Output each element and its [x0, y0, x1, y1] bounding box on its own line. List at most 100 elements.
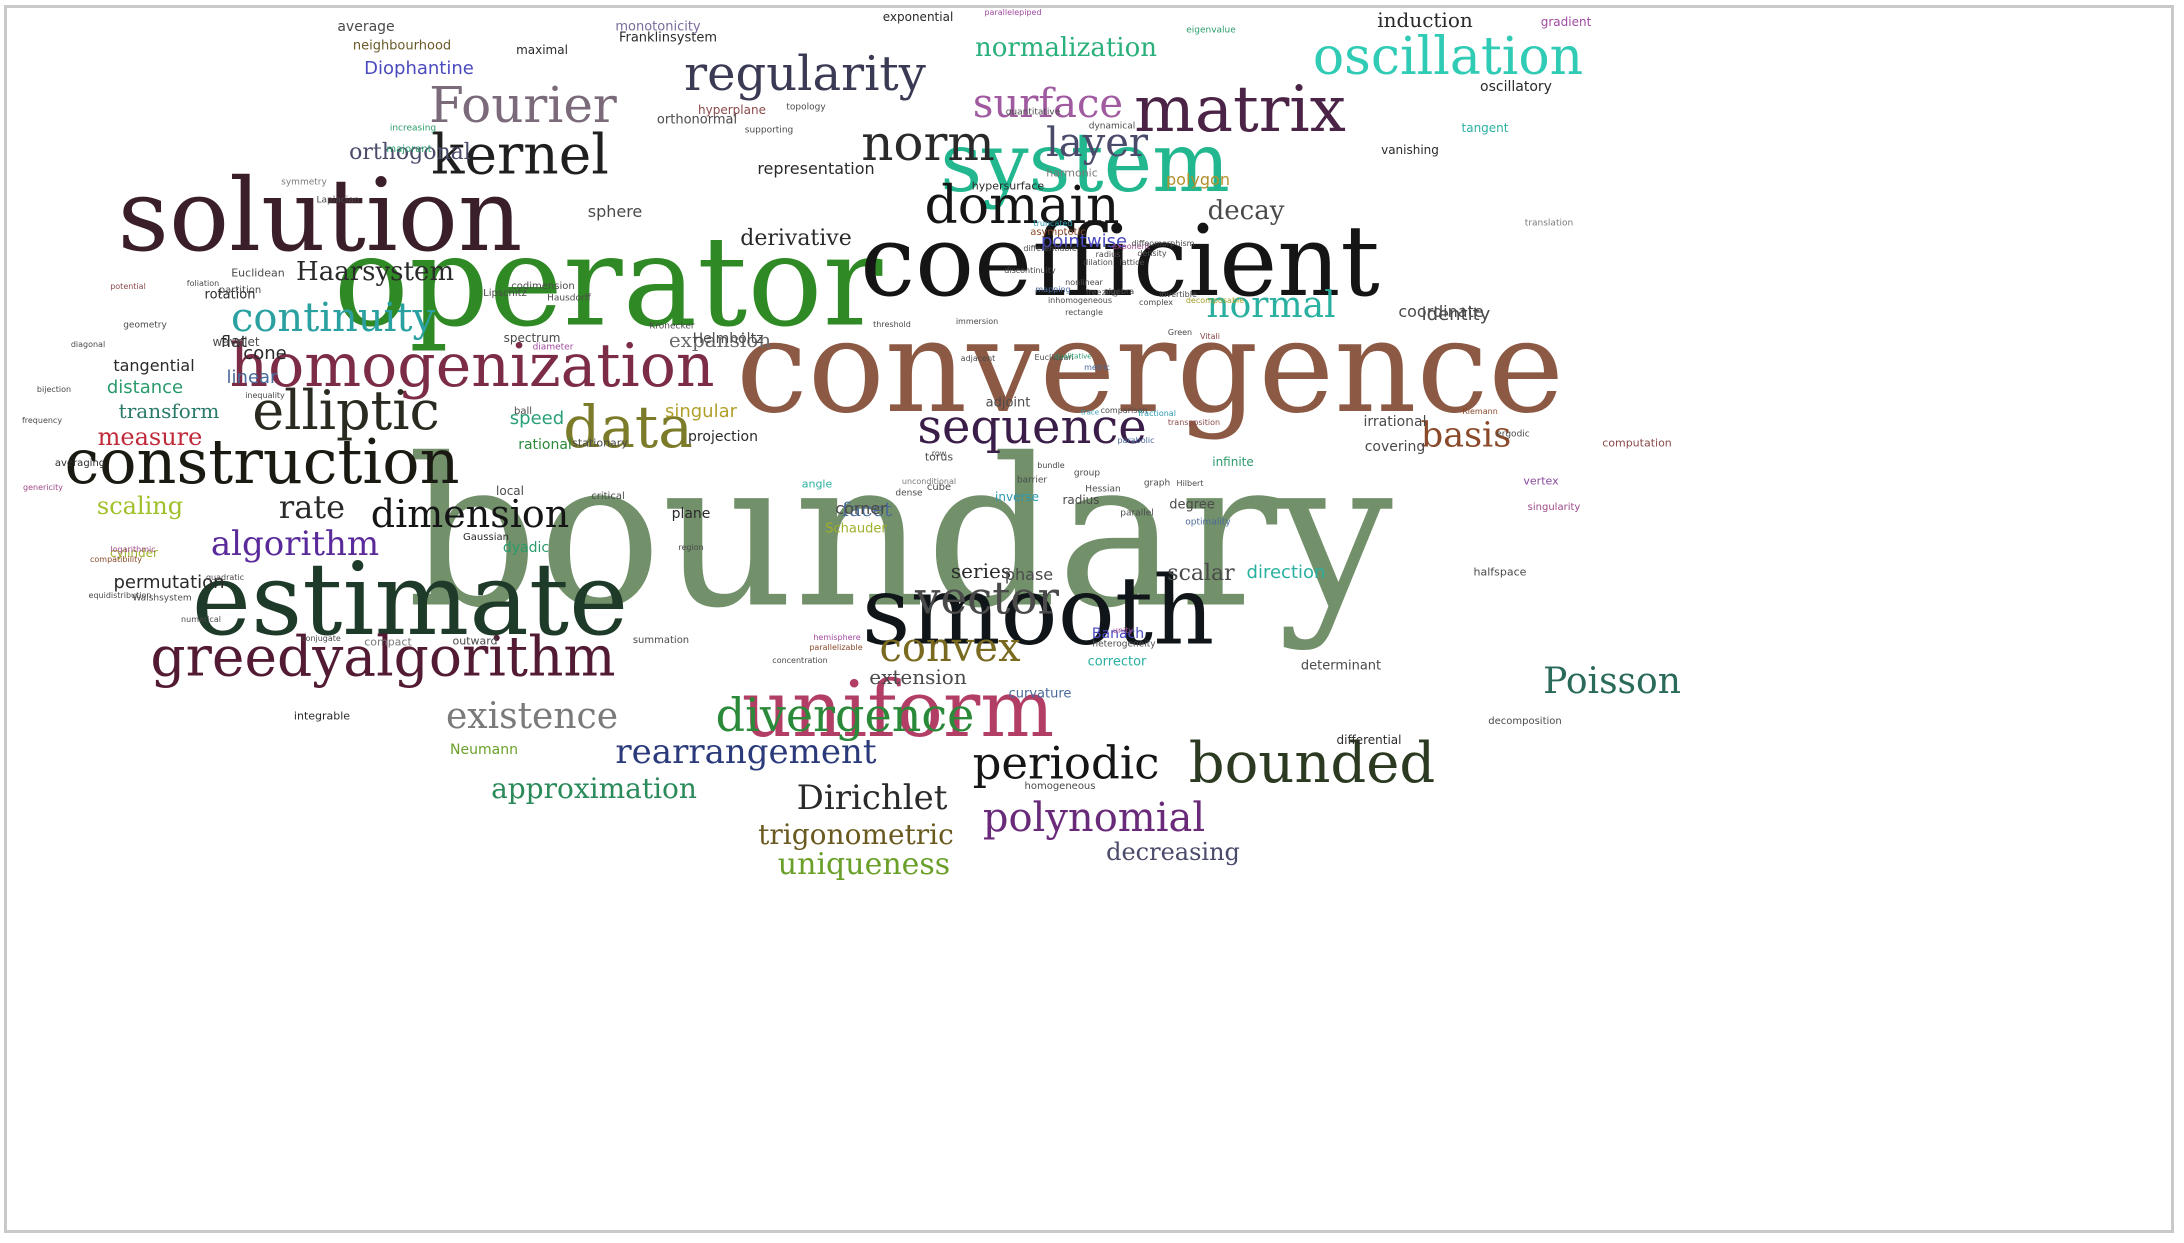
cloud-word-uniform: uniform [741, 665, 1055, 755]
cloud-word-rate: rate [278, 488, 346, 526]
cloud-word-existence: existence [445, 696, 619, 737]
cloud-word-phase: phase [1004, 565, 1054, 584]
cloud-word-metric: metric [1084, 363, 1110, 372]
cloud-word-decomposable: decomposable [1185, 296, 1245, 305]
cloud-word-dyadic: dyadic [502, 540, 550, 556]
cloud-word-equidistribution: equidistribution [88, 591, 152, 600]
cloud-word-fourier: Fourier [429, 76, 617, 134]
cloud-word-inverse: inverse [995, 490, 1039, 504]
cloud-word-logarithmic: logarithmic [110, 545, 156, 554]
cloud-word-rational: rational [518, 437, 572, 453]
cloud-word-density: density [1137, 249, 1167, 258]
cloud-word-fractional: fractional [1138, 409, 1176, 418]
cloud-word-greedyalgorithm: greedyalgorithm [150, 624, 616, 689]
cloud-word-distance: distance [106, 377, 184, 398]
cloud-word-transform: transform [118, 399, 220, 423]
cloud-word-gradient: gradient [1540, 15, 1592, 29]
cloud-word-critical: critical [591, 491, 625, 502]
cloud-word-expansion: expansion [668, 328, 772, 352]
cloud-word-tangential: tangential [113, 356, 195, 375]
cloud-word-concentration: concentration [772, 656, 828, 665]
cloud-word-orthogonal: orthogonal [349, 140, 471, 165]
cloud-word-dynamical: dynamical [1088, 121, 1136, 132]
cloud-word-eigenvalue: eigenvalue [1186, 25, 1236, 36]
cloud-word-dirichlet: Dirichlet [796, 778, 948, 818]
cloud-word-poisson: Poisson [1543, 661, 1681, 702]
cloud-word-algebra: algebra [1103, 287, 1135, 296]
cloud-word-ergodic: ergodic [1496, 429, 1530, 440]
cloud-word-bundle: bundle [1037, 461, 1065, 470]
cloud-word-identity: identity [1421, 304, 1491, 325]
cloud-word-vector: vector [915, 571, 1059, 625]
cloud-word-majorant: majorant [386, 144, 432, 155]
cloud-word-euclidean: Euclidean [231, 266, 285, 280]
cloud-word-torus: torus [924, 450, 954, 464]
cloud-word-diophantine: Diophantine [364, 58, 474, 79]
cloud-word-haarsystem: Haarsystem [296, 257, 454, 287]
cloud-word-quantitative: quantitative [1005, 107, 1061, 118]
cloud-word-transposition: transposition [1167, 418, 1221, 427]
cloud-word-mapping: mapping [1035, 285, 1071, 294]
cloud-word-trace: trace [1080, 408, 1100, 417]
cloud-word-induction: induction [1377, 8, 1473, 32]
cloud-word-degree: degree [1169, 497, 1215, 513]
cloud-word-algorithm: algorithm [210, 524, 380, 564]
cloud-word-decreasing: decreasing [1106, 838, 1240, 866]
cloud-word-hilbert: Hilbert [1176, 479, 1204, 488]
cloud-word-angle: angle [801, 477, 833, 491]
cloud-word-freezing: freezing [1085, 288, 1119, 297]
cloud-word-covering: covering [1364, 439, 1426, 455]
cloud-word-inequality: inequality [245, 391, 285, 400]
cloud-word-stationary: stationary [572, 436, 628, 450]
cloud-word-decomposition: decomposition [1488, 716, 1562, 727]
cloud-word-helmholtz: Helmholtz [692, 331, 764, 347]
cloud-word-supporting: supporting [744, 125, 794, 136]
cloud-word-bounded: bounded [1188, 731, 1436, 796]
cloud-word-irrational: irrational [1363, 414, 1427, 430]
cloud-word-cube: cube [926, 482, 952, 493]
cloud-word-dense: dense [895, 488, 923, 499]
cloud-word-hausdorff: Hausdorff [547, 293, 591, 304]
cloud-word-row: row [931, 449, 947, 458]
cloud-word-rearrangement: rearrangement [615, 732, 877, 772]
cloud-word-dilation: dilation [1083, 258, 1113, 267]
cloud-word-singular: singular [664, 401, 738, 422]
cloud-word-regularity: regularity [684, 46, 926, 102]
cloud-word-differential: differential [1336, 733, 1402, 747]
cloud-word-schauder: Schauder [825, 521, 887, 537]
cloud-word-region: region [678, 543, 704, 552]
cloud-word-speed: speed [509, 408, 565, 429]
cloud-word-frequency: frequency [21, 416, 63, 425]
cloud-word-corner: corner [835, 499, 887, 518]
cloud-word-asymptotic: asymptotic [1030, 227, 1086, 238]
cloud-word-polygon: polygon [1166, 170, 1230, 189]
cloud-word-hypersurface: hypersurface [971, 179, 1045, 193]
cloud-word-convergence: convergence [736, 293, 1564, 442]
word-cloud-frame [4, 5, 2174, 1233]
cloud-word-truncated: truncated [1033, 219, 1073, 228]
cloud-word-approximation: approximation [491, 772, 697, 805]
cloud-word-local: local [496, 484, 524, 498]
cloud-word-hessian: Hessian [1085, 484, 1121, 495]
cloud-word-nonlinear: nonlinear [1065, 278, 1103, 287]
cloud-word-group: group [1073, 468, 1101, 479]
cloud-word-matrix: matrix [1134, 73, 1346, 147]
cloud-word-system: system [940, 116, 1230, 211]
cloud-word-radius: radius [1095, 250, 1121, 259]
cloud-word-rectangle: rectangle [1065, 308, 1103, 317]
cloud-word-conjugate: conjugate [301, 634, 341, 643]
cloud-word-continuity: continuity [230, 295, 436, 341]
cloud-word-singularity: singularity [1527, 502, 1581, 513]
cloud-word-rotation: rotation [204, 287, 256, 303]
cloud-word-direction: direction [1246, 562, 1326, 583]
cloud-word-ball: ball [513, 406, 533, 417]
cloud-word-banach: Banach [1091, 626, 1145, 642]
cloud-word-operator: operator [333, 209, 883, 355]
cloud-word-bijection: bijection [36, 385, 72, 394]
cloud-word-franklinsystem: Franklinsystem [618, 30, 718, 46]
cloud-word-vanishing: vanishing [1381, 143, 1439, 157]
cloud-word-translation: translation [1524, 218, 1574, 229]
cloud-word-oscillation: oscillation [1312, 27, 1584, 87]
cloud-word-curvature: curvature [1008, 686, 1072, 702]
